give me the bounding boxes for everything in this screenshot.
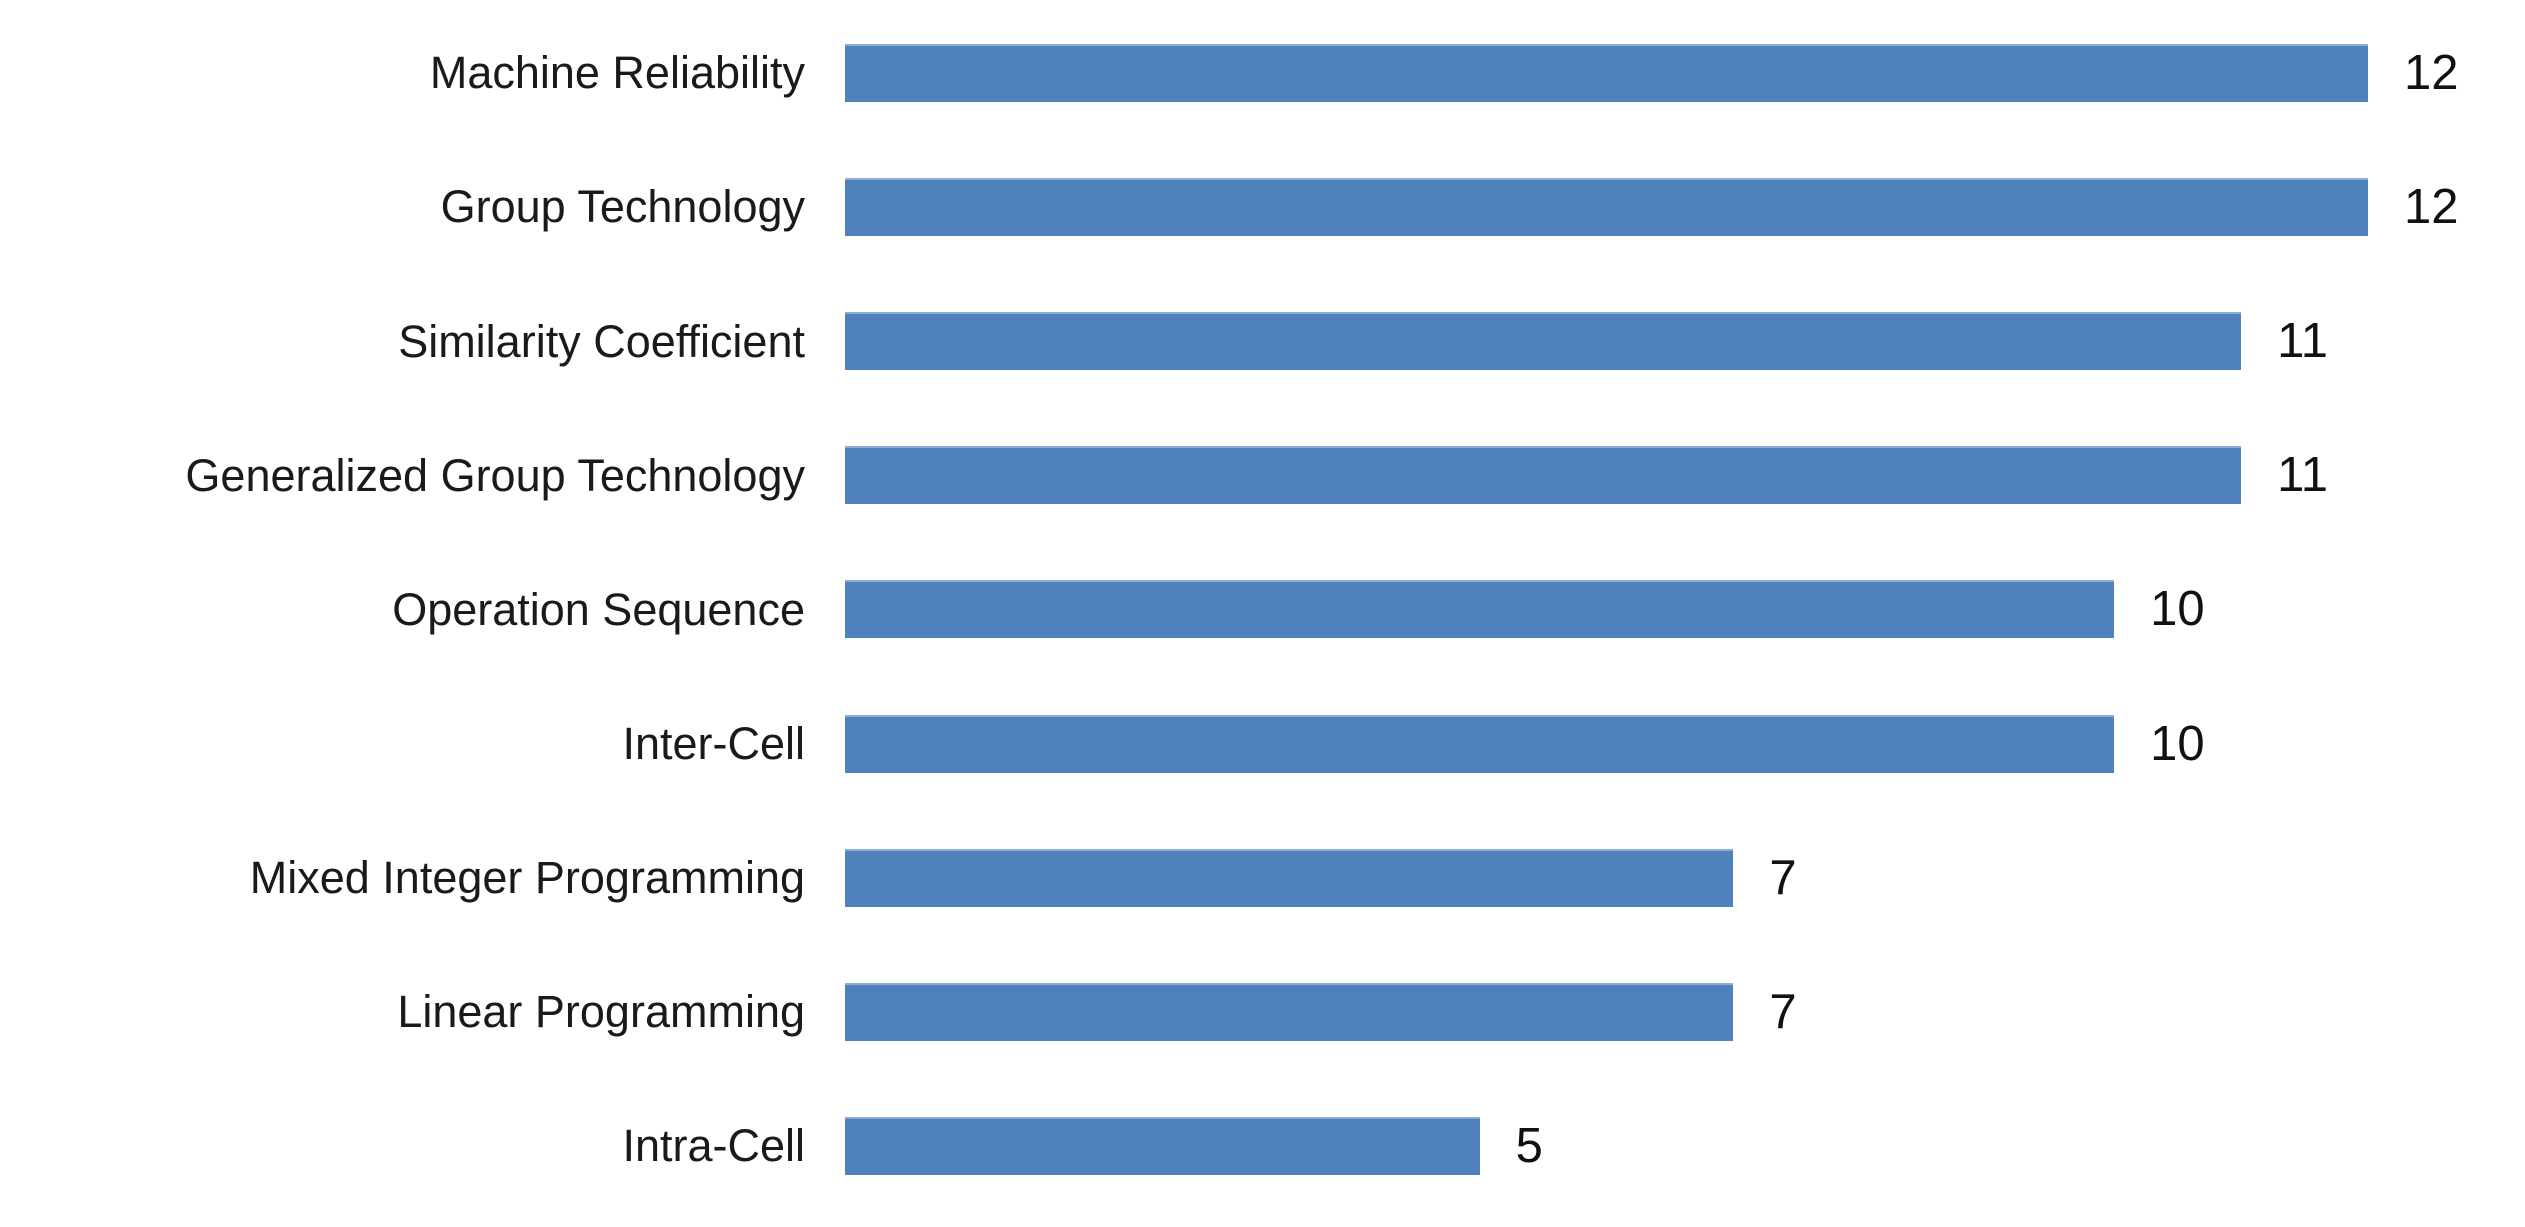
bar-row: Linear Programming 7 [0,945,2525,1079]
value-label: 11 [2277,448,2328,503]
bar [845,446,2242,505]
bar-area: 11 [845,408,2525,542]
value-label: 7 [1769,984,1797,1039]
category-label: Generalized Group Technology [185,449,805,501]
bar-area: 12 [845,6,2525,140]
bar-row: Machine Reliability 12 [0,6,2525,140]
bar-row: Operation Sequence 10 [0,542,2525,676]
category-label: Mixed Integer Programming [249,851,805,903]
bar [845,178,2368,237]
category-label: Similarity Coefficient [398,315,805,367]
bar-row: Group Technology 12 [0,140,2525,274]
bar-area: 10 [845,542,2525,676]
value-label: 11 [2277,314,2328,369]
value-label: 10 [2150,582,2205,637]
bar [845,982,1734,1041]
category-label: Operation Sequence [392,583,805,635]
category-label: Intra-Cell [622,1120,805,1172]
value-label: 5 [1515,1118,1543,1173]
bar [845,848,1734,907]
category-label: Linear Programming [397,986,805,1038]
category-label: Machine Reliability [429,47,805,99]
bar-row: Mixed Integer Programming 7 [0,811,2525,945]
bar-row: Similarity Coefficient 11 [0,274,2525,408]
value-label: 7 [1769,850,1797,905]
bar-area: 7 [845,811,2525,945]
bar-area: 7 [845,945,2525,1079]
bar [845,714,2115,773]
value-label: 10 [2150,716,2205,771]
bar-area: 12 [845,140,2525,274]
bar-row: Intra-Cell 5 [0,1079,2525,1213]
value-label: 12 [2404,46,2459,101]
bar-area: 11 [845,274,2525,408]
bar-area: 10 [845,677,2525,811]
bar-row: Generalized Group Technology 11 [0,408,2525,542]
bar-row: Inter-Cell 10 [0,677,2525,811]
bar [845,580,2115,639]
bar [845,1116,1480,1175]
category-label: Inter-Cell [622,717,805,769]
bar-area: 5 [845,1079,2525,1213]
bar [845,44,2368,103]
category-label: Group Technology [440,181,805,233]
value-label: 12 [2404,180,2459,235]
bar [845,312,2242,371]
